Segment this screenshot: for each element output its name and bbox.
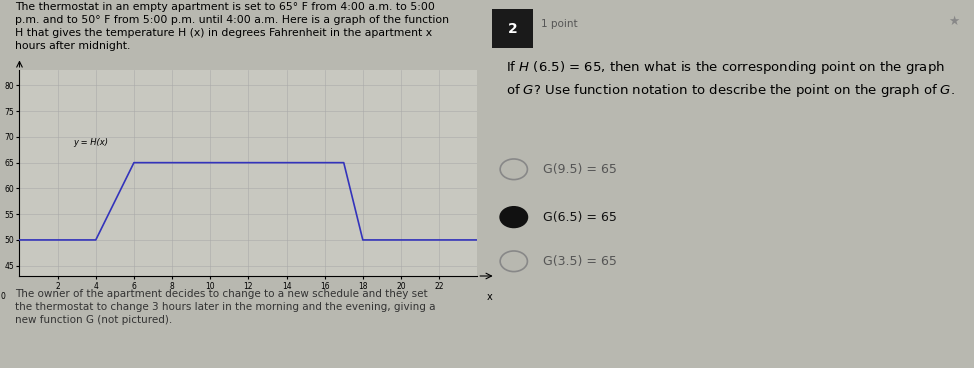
Circle shape xyxy=(501,207,528,227)
Text: The owner of the apartment decides to change to a new schedule and they set
the : The owner of the apartment decides to ch… xyxy=(15,289,435,325)
Text: 2: 2 xyxy=(507,21,518,36)
Text: G(9.5) = 65: G(9.5) = 65 xyxy=(543,163,617,176)
Text: 1 point: 1 point xyxy=(541,19,578,29)
Text: ★: ★ xyxy=(948,15,959,28)
Text: If $\mathit{H}$ (6.5) = 65, then what is the corresponding point on the graph
of: If $\mathit{H}$ (6.5) = 65, then what is… xyxy=(506,59,955,99)
Text: G(3.5) = 65: G(3.5) = 65 xyxy=(543,255,617,268)
Text: G(6.5) = 65: G(6.5) = 65 xyxy=(543,210,617,224)
Text: The thermostat in an empty apartment is set to 65° F from 4:00 a.m. to 5:00
p.m.: The thermostat in an empty apartment is … xyxy=(15,2,449,52)
FancyBboxPatch shape xyxy=(492,9,534,48)
